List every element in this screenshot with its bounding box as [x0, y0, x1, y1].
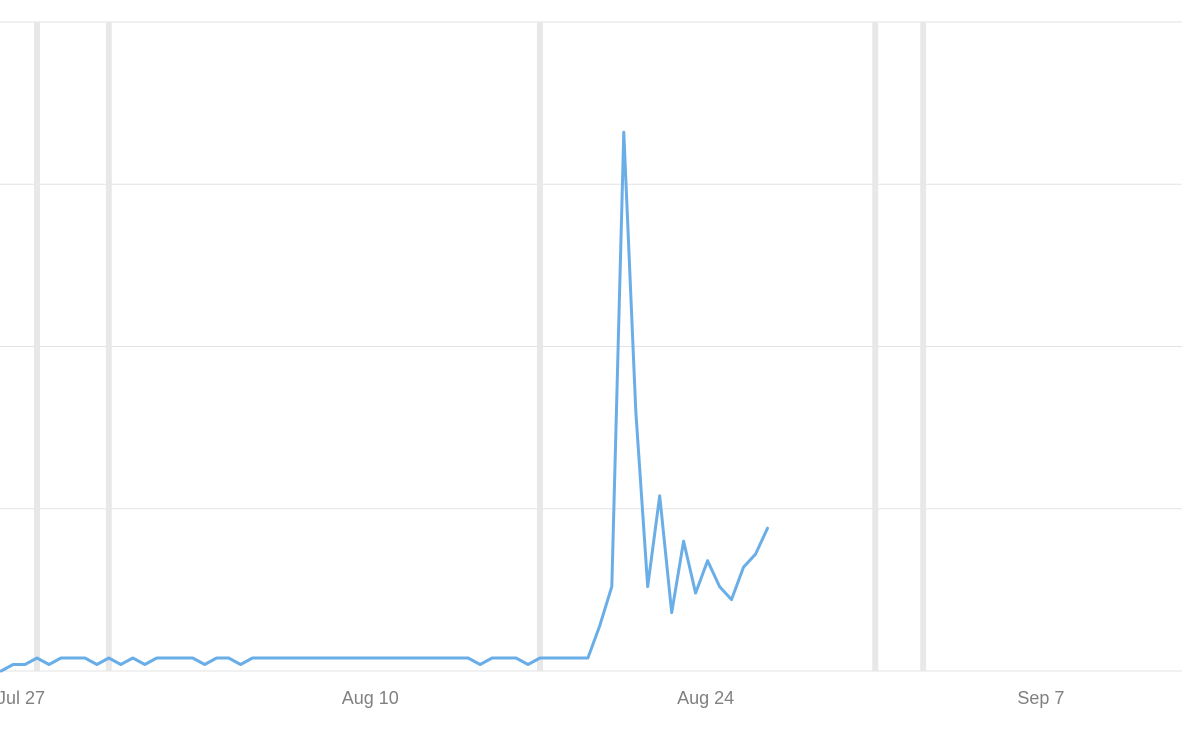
- series-line: [0, 130, 769, 673]
- x-tick-label: Aug 24: [677, 688, 734, 708]
- x-tick-label: Jul 27: [0, 688, 45, 708]
- series-layer: [0, 130, 769, 673]
- x-axis-ticks: Jul 27 Aug 10 Aug 24 Sep 7: [0, 688, 1064, 708]
- gridlines: [0, 21, 1182, 672]
- x-tick-label: Aug 10: [342, 688, 399, 708]
- x-tick-label: Sep 7: [1017, 688, 1064, 708]
- event-markers: [34, 22, 927, 671]
